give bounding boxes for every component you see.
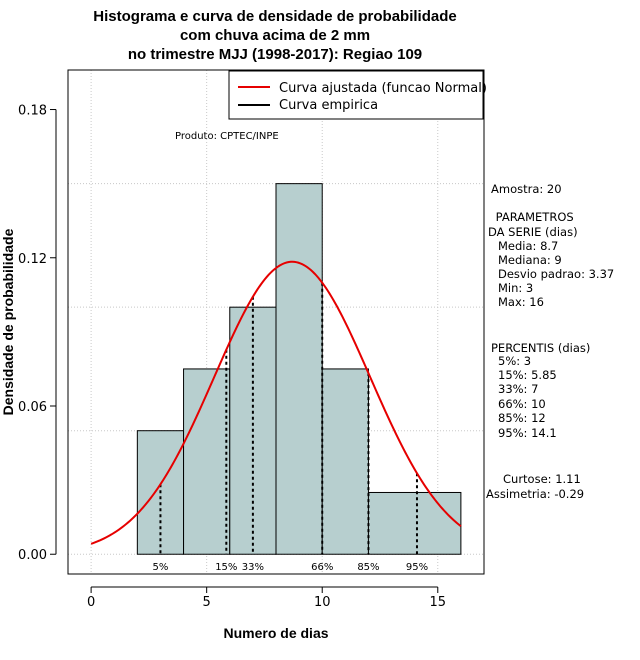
stat-p66: 66%: 10 <box>498 397 546 411</box>
normal-curve <box>90 260 462 545</box>
stat-p85: 85%: 12 <box>498 411 546 425</box>
stat-p33: 33%: 7 <box>498 382 538 396</box>
stat-p15: 15%: 5.85 <box>498 368 557 382</box>
stat-p5: 5%: 3 <box>498 354 531 368</box>
stat-kurtosis: Curtose: 1.11 <box>503 472 581 486</box>
y-tick-label-3: 0.18 <box>18 104 47 119</box>
title-line-1: Histograma e curva de densidade de proba… <box>93 8 456 25</box>
legend-label-fitted: Curva ajustada (funcao Normal) <box>279 81 487 96</box>
title-line-2: com chuva acima de 2 mm <box>180 27 370 44</box>
stats-panel: Amostra: 20 PARAMETROS DA SERIE (dias) M… <box>486 182 614 501</box>
stat-skewness: Assimetria: -0.29 <box>486 487 584 501</box>
y-tick-label-2: 0.12 <box>18 252 47 267</box>
x-axis-title: Numero de dias <box>223 625 328 641</box>
stat-median: Mediana: 9 <box>498 253 562 267</box>
x-tick-label-0: 0 <box>87 595 95 610</box>
normal-curve-line <box>90 260 462 545</box>
stat-params-subheading: DA SERIE (dias) <box>488 225 578 239</box>
percentile-label-5: 95% <box>406 562 428 573</box>
percentile-label-2: 33% <box>242 562 264 573</box>
plot-frame <box>67 69 485 575</box>
legend-label-empirical: Curva empirica <box>279 98 378 113</box>
stat-percentiles-heading: PERCENTIS (dias) <box>491 341 590 355</box>
title-line-3: no trimestre MJJ (1998-2017): Regiao 109 <box>128 46 422 63</box>
chart-title: Histograma e curva de densidade de proba… <box>93 8 456 63</box>
percentile-label-1: 15% <box>215 562 237 573</box>
percentile-label-4: 85% <box>357 562 379 573</box>
legend: Curva ajustada (funcao Normal) Curva emp… <box>228 70 487 120</box>
x-tick-label-3: 15 <box>430 595 447 610</box>
stat-mean: Media: 8.7 <box>498 239 558 253</box>
y-tick-label-0: 0.00 <box>18 548 47 563</box>
histogram-bar-5 <box>367 491 462 555</box>
x-tick-label-2: 10 <box>314 595 331 610</box>
stat-p95: 95%: 14.1 <box>498 426 557 440</box>
stat-sd: Desvio padrao: 3.37 <box>498 267 614 281</box>
histogram-bar-4 <box>321 368 369 555</box>
percentile-label-3: 66% <box>311 562 333 573</box>
histogram-bar-3 <box>275 183 323 555</box>
y-tick-label-1: 0.06 <box>18 400 47 415</box>
stat-min: Min: 3 <box>498 281 533 295</box>
histogram-bars <box>136 183 462 555</box>
percentile-label-0: 5% <box>153 562 169 573</box>
y-axis-title: Densidade de probabilidade <box>0 228 16 415</box>
histogram-bar-1 <box>183 368 231 555</box>
x-tick-label-1: 5 <box>203 595 211 610</box>
axes: 0 5 10 15 0.00 0.06 0.12 0.18 <box>18 104 446 610</box>
legend-box <box>228 70 484 120</box>
percentile-markers: 5% 15% 33% 66% 85% 95% <box>153 282 428 573</box>
stat-max: Max: 16 <box>498 295 544 309</box>
product-note: Produto: CPTEC/INPE <box>175 131 279 142</box>
stat-params-heading: PARAMETROS <box>492 210 574 224</box>
stat-sample: Amostra: 20 <box>491 182 562 196</box>
